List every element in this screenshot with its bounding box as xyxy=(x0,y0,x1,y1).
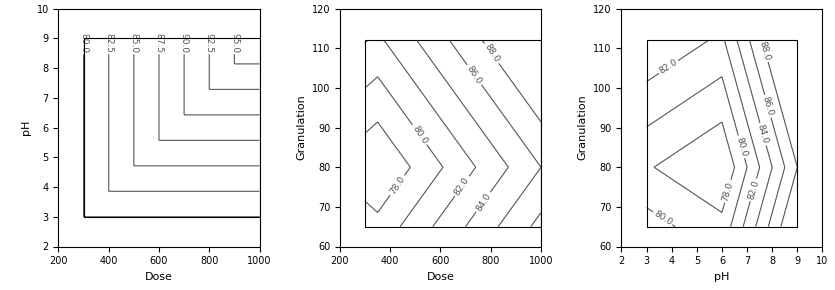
Bar xyxy=(365,40,541,227)
Text: 88.0: 88.0 xyxy=(483,43,501,64)
Text: 78.0: 78.0 xyxy=(388,175,407,196)
Text: 82.0: 82.0 xyxy=(658,58,680,76)
Text: 86.0: 86.0 xyxy=(465,64,483,86)
Text: 86.0: 86.0 xyxy=(761,95,775,117)
Text: 87.5: 87.5 xyxy=(154,33,164,53)
Text: 88.0: 88.0 xyxy=(758,40,772,61)
Bar xyxy=(84,38,260,217)
X-axis label: Dose: Dose xyxy=(427,272,454,282)
Text: 90.0: 90.0 xyxy=(180,33,189,53)
X-axis label: Dose: Dose xyxy=(145,272,173,282)
X-axis label: pH: pH xyxy=(714,272,730,282)
Text: 95.0: 95.0 xyxy=(230,33,239,53)
Text: 92.5: 92.5 xyxy=(205,33,214,53)
Text: 80.0: 80.0 xyxy=(410,124,428,146)
Y-axis label: Granulation: Granulation xyxy=(578,95,588,160)
Text: 82.0: 82.0 xyxy=(453,175,471,197)
Text: 82.0: 82.0 xyxy=(746,179,761,201)
Text: 80.0: 80.0 xyxy=(79,33,88,53)
Text: 80.0: 80.0 xyxy=(652,209,674,228)
Text: 84.0: 84.0 xyxy=(474,191,493,213)
Y-axis label: Granulation: Granulation xyxy=(296,95,306,160)
Text: 82.5: 82.5 xyxy=(104,33,114,53)
Text: 80.0: 80.0 xyxy=(734,136,748,158)
Text: 84.0: 84.0 xyxy=(756,123,770,145)
Bar xyxy=(646,40,797,227)
Y-axis label: pH: pH xyxy=(21,120,31,135)
Text: 78.0: 78.0 xyxy=(721,180,735,202)
Text: 85.0: 85.0 xyxy=(129,33,139,53)
